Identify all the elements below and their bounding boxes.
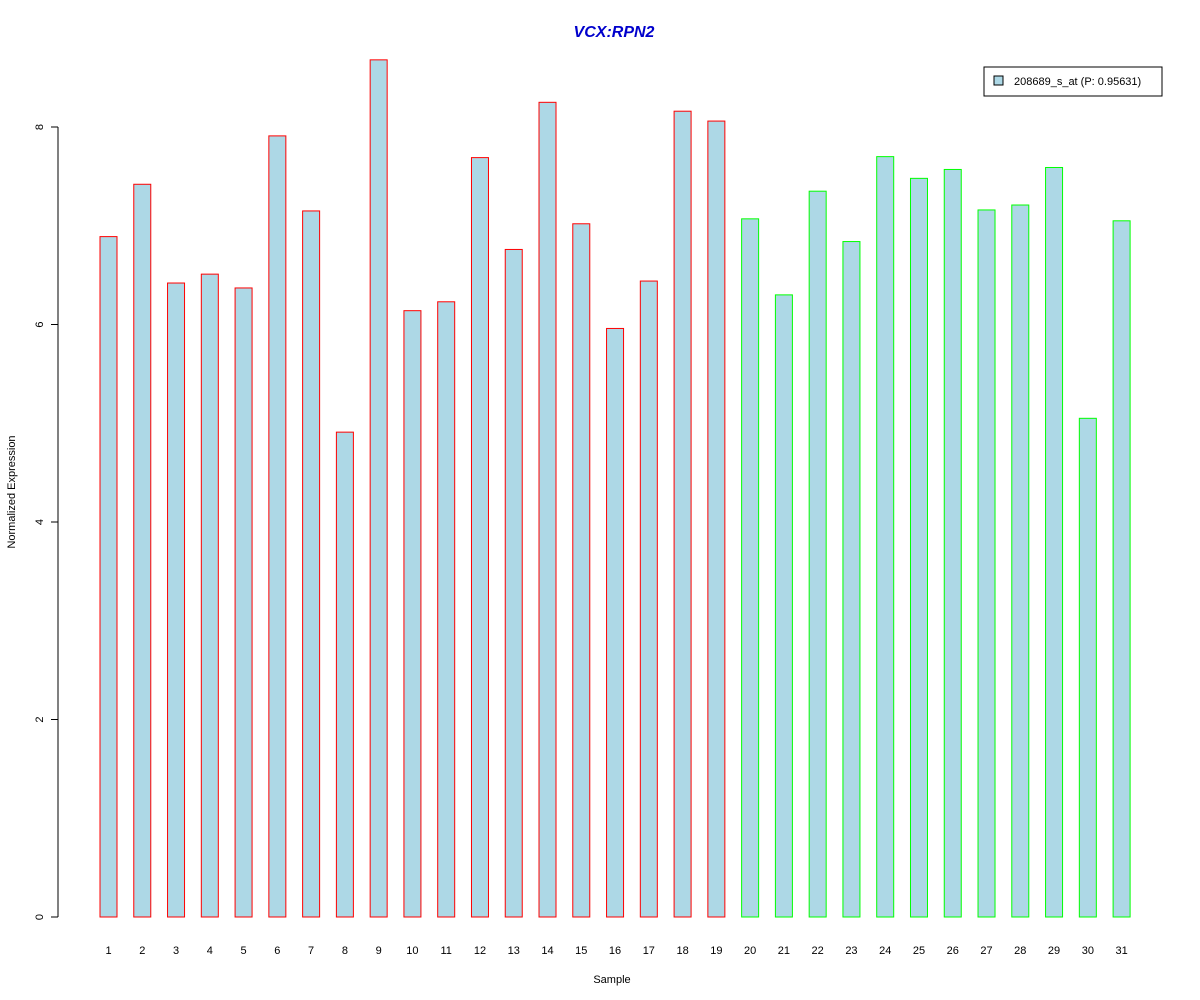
bar-31	[1112, 220, 1131, 918]
x-tick-label: 5	[241, 945, 247, 957]
legend-label: 208689_s_at (P: 0.95631)	[1014, 76, 1141, 88]
bar-19	[707, 120, 726, 918]
x-tick-label: 17	[643, 945, 655, 957]
x-tick-label: 27	[980, 945, 992, 957]
bar-7	[302, 210, 321, 918]
bar-3	[167, 282, 186, 918]
x-tick-label: 19	[710, 945, 722, 957]
y-tick-label: 0	[34, 914, 46, 920]
x-tick-labels: 1 2 3 4 5 6 7 8 9 10 11 12 13 14 15 16 17 18 19 20 21 22 23 24 2…	[105, 945, 1127, 957]
x-axis-label: Sample	[593, 974, 630, 986]
bar-8	[335, 431, 354, 918]
y-tick-label: 8	[34, 124, 46, 130]
y-tick-label: 2	[34, 716, 46, 722]
chart-title: VCX:RPN2	[574, 24, 655, 41]
x-tick-label: 6	[274, 945, 280, 957]
x-tick-label: 24	[879, 945, 891, 957]
bar-2	[133, 183, 152, 918]
bar-27	[977, 209, 996, 918]
x-tick-label: 29	[1048, 945, 1060, 957]
bar-group	[99, 59, 1131, 918]
y-tick-label: 4	[34, 519, 46, 525]
bar-23	[842, 241, 861, 918]
x-tick-label: 11	[440, 945, 451, 957]
x-tick-label: 4	[207, 945, 213, 957]
x-tick-label: 15	[575, 945, 587, 957]
bar-21	[774, 294, 793, 918]
x-tick-label: 31	[1115, 945, 1127, 957]
x-tick-label: 22	[812, 945, 824, 957]
x-tick-label: 9	[376, 945, 382, 957]
bar-4	[200, 273, 219, 918]
bar-22	[808, 190, 827, 918]
bar-6	[268, 135, 287, 918]
bar-16	[606, 327, 625, 918]
bar-30	[1078, 417, 1097, 918]
legend: 208689_s_at (P: 0.95631)	[983, 66, 1163, 97]
bar-12	[470, 157, 489, 918]
x-tick-label: 3	[173, 945, 179, 957]
bar-15	[572, 223, 591, 918]
x-tick-label: 18	[676, 945, 688, 957]
bar-10	[403, 310, 422, 918]
x-tick-label: 26	[947, 945, 959, 957]
y-axis: 0 2 4 6 8	[34, 124, 59, 920]
bar-29	[1045, 166, 1064, 918]
x-tick-label: 23	[845, 945, 857, 957]
x-tick-label: 16	[609, 945, 621, 957]
bar-20	[741, 218, 760, 918]
bar-26	[943, 168, 962, 918]
x-tick-label: 8	[342, 945, 348, 957]
x-tick-label: 25	[913, 945, 925, 957]
x-tick-label: 2	[139, 945, 145, 957]
x-tick-label: 10	[406, 945, 418, 957]
bar-25	[909, 177, 928, 918]
bar-14	[538, 101, 557, 918]
x-tick-label: 1	[105, 945, 111, 957]
bar-11	[437, 301, 456, 918]
legend-box	[983, 66, 1163, 97]
x-tick-label: 12	[474, 945, 486, 957]
x-tick-label: 30	[1082, 945, 1094, 957]
bar-24	[876, 156, 895, 918]
bar-28	[1011, 204, 1030, 918]
legend-swatch	[993, 75, 1004, 86]
x-tick-label: 13	[508, 945, 520, 957]
x-tick-label: 7	[308, 945, 314, 957]
bar-5	[234, 287, 253, 918]
x-tick-label: 14	[541, 945, 553, 957]
bar-18	[673, 110, 692, 918]
bar-9	[369, 59, 388, 918]
bar-1	[99, 236, 118, 918]
bar-17	[639, 280, 658, 918]
x-tick-label: 28	[1014, 945, 1026, 957]
x-tick-label: 21	[778, 945, 790, 957]
y-tick-label: 6	[34, 321, 46, 327]
y-axis-label: Normalized Expression	[6, 435, 18, 548]
bar-13	[504, 248, 523, 918]
x-tick-label: 20	[744, 945, 756, 957]
